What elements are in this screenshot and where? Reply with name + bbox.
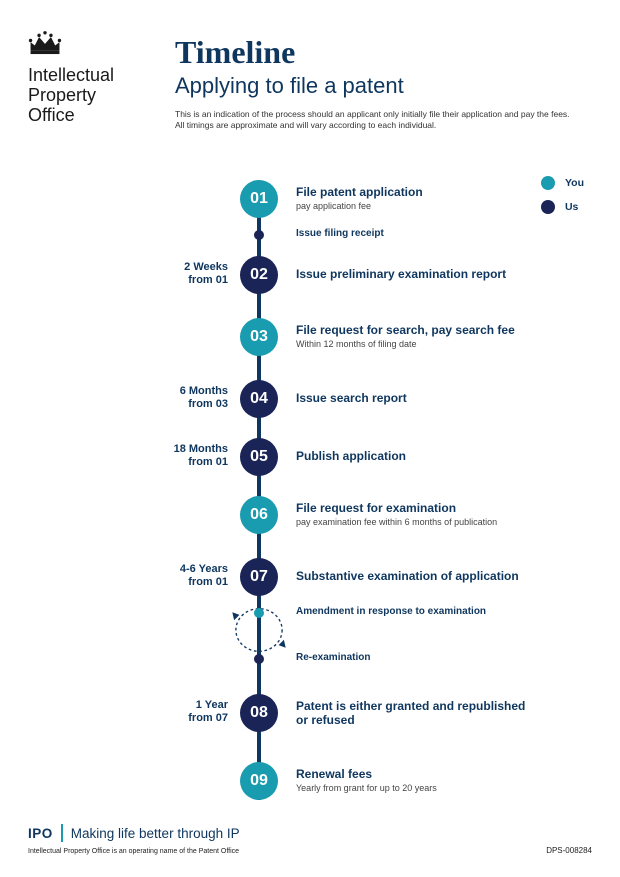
step-01a-title: Issue filing receipt [296, 228, 384, 239]
footer-ref: DPS-008284 [546, 846, 592, 855]
step-01: File patent application pay application … [296, 186, 580, 211]
crown-icon [28, 30, 62, 56]
step-05-circle: 05 [240, 438, 278, 476]
step-01-circle: 01 [240, 180, 278, 218]
step-02-circle: 02 [240, 256, 278, 294]
step-08-circle: 08 [240, 694, 278, 732]
step-04-circle: 04 [240, 380, 278, 418]
page-description: This is an indication of the process sho… [175, 109, 575, 132]
step-02: Issue preliminary examination report [296, 268, 580, 282]
step-02-timing: 2 Weeks from 01 [108, 261, 228, 286]
step-07-title: Substantive examination of application [296, 570, 580, 584]
step-08-title: Patent is either granted and republished… [296, 700, 526, 728]
step-03-sub: Within 12 months of filing date [296, 339, 580, 349]
ipo-logo: Intellectual Property Office [28, 30, 143, 125]
step-09-circle: 09 [240, 762, 278, 800]
footer-tagline: Making life better through IP [71, 826, 240, 841]
step-06-sub: pay examination fee within 6 months of p… [296, 517, 580, 527]
step-02-title: Issue preliminary examination report [296, 268, 580, 282]
step-06-title: File request for examination [296, 502, 580, 516]
logo-line-3: Office [28, 105, 143, 125]
step-07b-dot [254, 654, 264, 664]
step-05-timing: 18 Months from 01 [108, 443, 228, 468]
step-03-circle: 03 [240, 318, 278, 356]
footer-top: IPO Making life better through IP [28, 824, 592, 842]
step-07-circle: 07 [240, 558, 278, 596]
step-04: Issue search report [296, 392, 580, 406]
step-07a-dot [254, 608, 264, 618]
step-08: Patent is either granted and republished… [296, 700, 526, 728]
step-07-timing: 4-6 Years from 01 [108, 563, 228, 588]
timeline: 01 File patent application pay applicati… [0, 170, 620, 810]
step-09-title: Renewal fees [296, 768, 580, 782]
logo-line-2: Property [28, 85, 143, 105]
footer: IPO Making life better through IP Intell… [28, 824, 592, 855]
step-06-circle: 06 [240, 496, 278, 534]
header: Timeline Applying to file a patent This … [175, 34, 580, 132]
page-subtitle: Applying to file a patent [175, 73, 580, 99]
step-05: Publish application [296, 450, 580, 464]
step-05-title: Publish application [296, 450, 580, 464]
step-01a-dot [254, 230, 264, 240]
footer-divider [61, 824, 63, 842]
step-07a-title: Amendment in response to examination [296, 606, 486, 617]
logo-line-1: Intellectual [28, 65, 143, 85]
footer-ipo: IPO [28, 826, 53, 841]
step-03: File request for search, pay search fee … [296, 324, 580, 349]
step-08-timing: 1 Year from 07 [108, 699, 228, 724]
step-04-timing: 6 Months from 03 [108, 385, 228, 410]
step-04-title: Issue search report [296, 392, 580, 406]
step-03-title: File request for search, pay search fee [296, 324, 580, 338]
step-07b-title: Re-examination [296, 652, 370, 663]
step-06: File request for examination pay examina… [296, 502, 580, 527]
logo-text: Intellectual Property Office [28, 65, 143, 125]
step-09-sub: Yearly from grant for up to 20 years [296, 783, 580, 793]
step-09: Renewal fees Yearly from grant for up to… [296, 768, 580, 793]
step-07: Substantive examination of application [296, 570, 580, 584]
step-01-title: File patent application [296, 186, 580, 200]
footer-small: Intellectual Property Office is an opera… [28, 848, 592, 855]
page-title: Timeline [175, 34, 580, 71]
page: Intellectual Property Office Timeline Ap… [0, 0, 620, 877]
step-01-sub: pay application fee [296, 201, 580, 211]
